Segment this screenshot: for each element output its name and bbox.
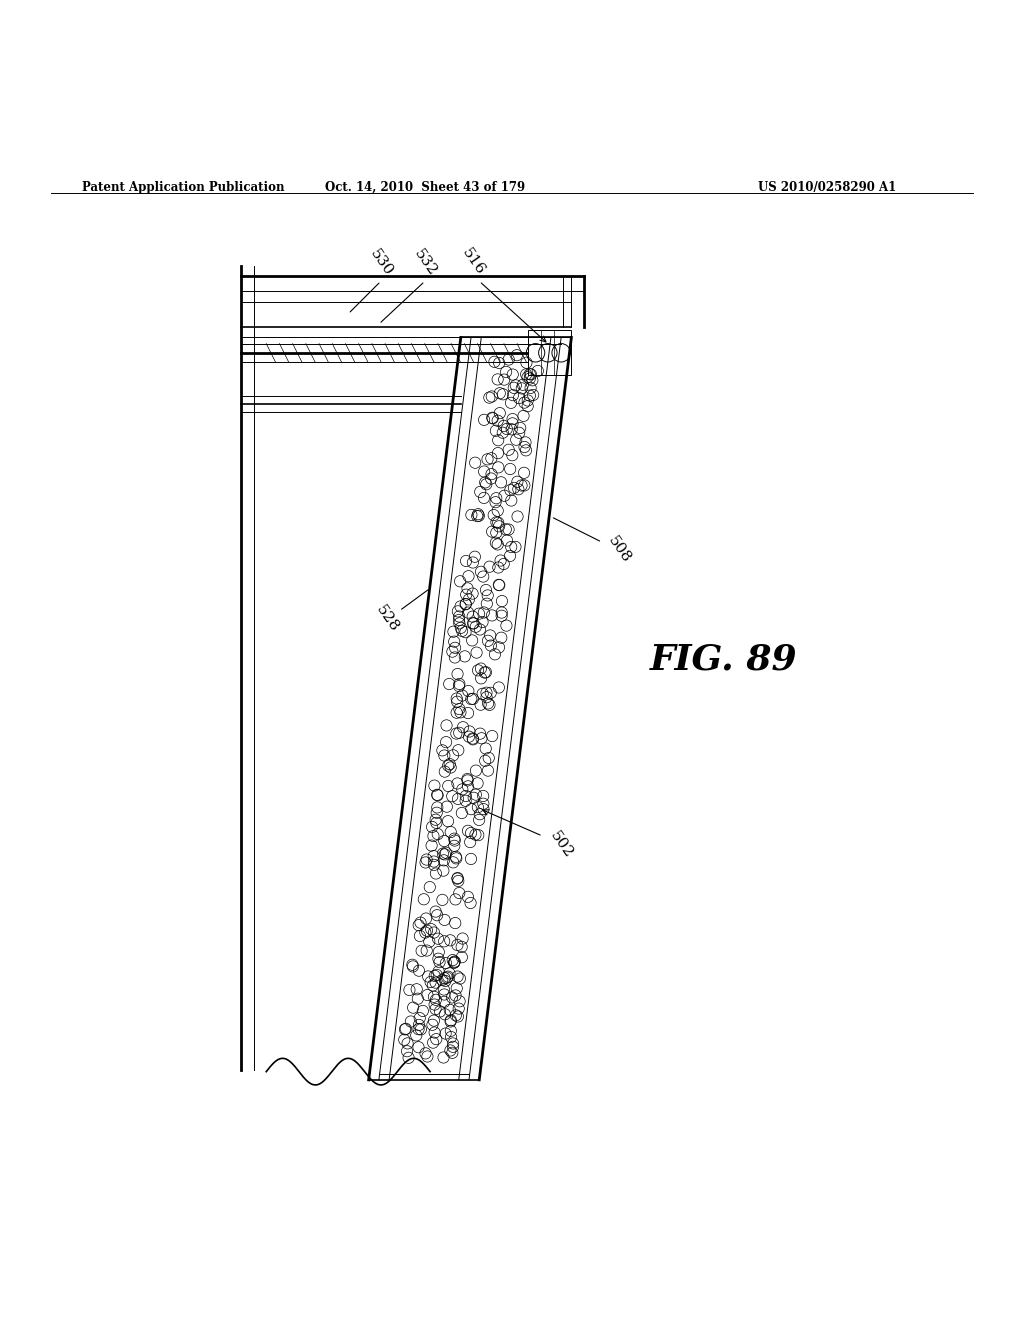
Text: 530: 530 [367,247,395,279]
Text: FIG. 89: FIG. 89 [650,643,798,677]
Text: 516: 516 [459,246,487,279]
Text: 508: 508 [605,533,634,565]
Text: 502: 502 [547,829,575,861]
Text: Patent Application Publication: Patent Application Publication [82,181,285,194]
Text: Oct. 14, 2010  Sheet 43 of 179: Oct. 14, 2010 Sheet 43 of 179 [325,181,525,194]
Text: 532: 532 [411,247,439,279]
Text: US 2010/0258290 A1: US 2010/0258290 A1 [758,181,896,194]
Text: 528: 528 [373,603,401,635]
